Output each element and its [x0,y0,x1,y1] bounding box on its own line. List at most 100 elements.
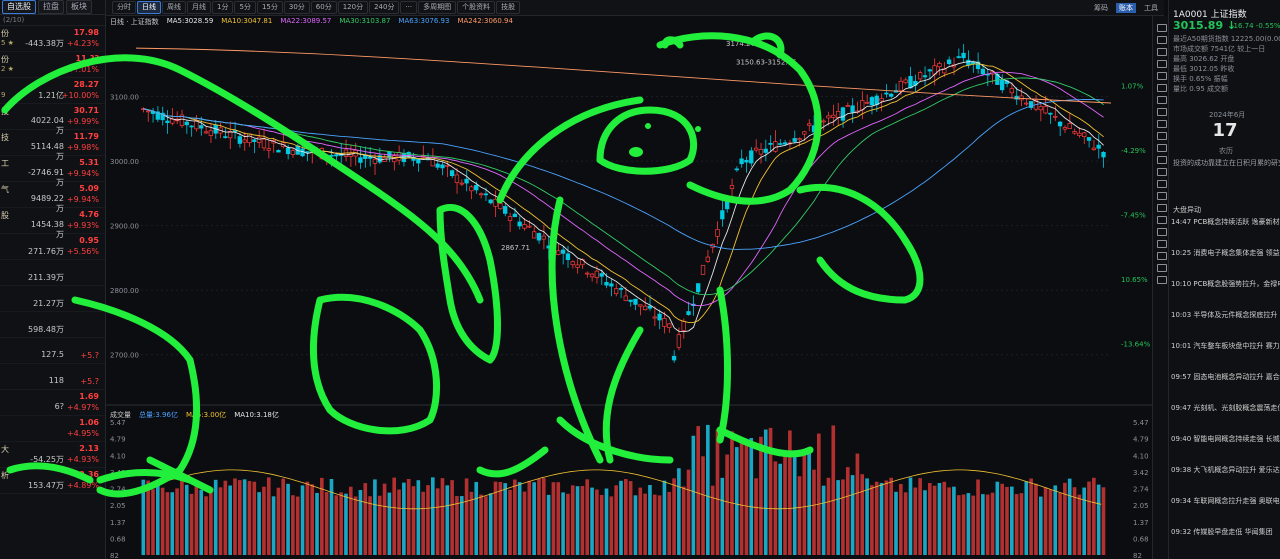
watchlist-row[interactable]: 技 5114.48万 11.79 +9.98% [0,130,105,161]
news-item[interactable]: 10:25 消费电子概念集体走强 领益智造 [1171,249,1280,257]
period-button-2[interactable]: 周线 [162,1,186,14]
sidebar-tool-icon[interactable] [1157,72,1167,80]
toolbar-right-button-1[interactable]: 账本 [1116,3,1136,13]
stock-change-pct: +5.56% [66,247,99,256]
candle-body [864,101,870,104]
sidebar-tool-icon[interactable] [1157,240,1167,248]
sidebar-tool-icon[interactable] [1157,108,1167,116]
news-item[interactable]: 14:47 PCB概念持续活跃 逸豪新材20cm [1171,218,1280,226]
volume-bar [199,489,204,555]
watchlist-row[interactable]: 598.48万 [0,312,105,338]
period-button-13[interactable]: 个股资料 [457,1,496,14]
sidebar-tool-icon[interactable] [1157,24,1167,32]
candle-body [488,199,493,204]
volume-bar [754,478,758,555]
volume-bar [812,469,816,555]
watchlist-row[interactable]: 6? 1.69 +4.97% [0,390,105,416]
news-item[interactable]: 09:34 车联网概念拉升走强 奥联电子 [1171,497,1280,505]
sidebar-tool-icon[interactable] [1157,276,1167,284]
sidebar-tool-icon[interactable] [1157,84,1167,92]
candle-body [676,334,682,348]
watchlist-row[interactable]: 21.27万 [0,286,105,312]
candle-body [290,150,296,155]
sidebar-tool-icon[interactable] [1157,264,1167,272]
period-button-3[interactable]: 月线 [187,1,211,14]
stock-price: 2.36 [79,470,99,479]
sidebar-tool-icon[interactable] [1157,96,1167,104]
price-tick: 3000.00 [110,158,139,166]
period-button-8[interactable]: 60分 [310,1,337,14]
watchlist-tab-1[interactable]: 拉盘 [38,0,64,14]
sidebar-tool-icon[interactable] [1157,120,1167,128]
period-button-0[interactable]: 分时 [112,1,136,14]
toolbar-right-button-0[interactable]: 筹码 [1094,4,1108,12]
period-button-10[interactable]: 240分 [369,1,400,14]
volume-bar [450,480,454,555]
volume-bar [175,488,179,555]
period-button-14[interactable]: 技股 [496,1,521,14]
watchlist-row[interactable]: 大 -54.25万 2.13 +4.93% [0,442,105,468]
sidebar-tool-icon[interactable] [1157,192,1167,200]
watchlist-tab-2[interactable]: 板块 [66,0,92,14]
watchlist-row[interactable]: 气 9489.22万 5.09 +9.94% [0,182,105,213]
toolbar-right-button-2[interactable]: 工具 [1144,4,1158,12]
period-button-1[interactable]: 日线 [137,1,161,14]
sidebar-tool-icon[interactable] [1157,144,1167,152]
volume-bar [845,467,850,555]
volume-bar [209,491,213,555]
candle-body [145,110,151,113]
period-button-12[interactable]: 多周期图 [418,1,457,14]
period-button-9[interactable]: 120分 [337,1,369,14]
news-item[interactable]: 09:47 光刻机、光刻胶概念震荡走低 [1171,404,1280,412]
period-button-5[interactable]: 5分 [234,1,256,14]
sidebar-tool-icon[interactable] [1157,216,1167,224]
stock-name: 技 [1,133,9,142]
watchlist-row[interactable]: 股 1454.38万 4.76 +9.93% [0,208,105,239]
sidebar-tool-icon[interactable] [1157,156,1167,164]
news-item[interactable]: 09:40 智能电网概念持续走强 长城电 [1171,435,1280,443]
candle-body [715,229,720,237]
news-item[interactable]: 09:57 固态电池概念异动拉升 嘉合科技 [1171,373,1280,381]
candle-body [768,142,773,145]
sidebar-tool-icon[interactable] [1157,36,1167,44]
sidebar-tool-icon[interactable] [1157,228,1167,236]
watchlist-row[interactable]: 271.76万 0.95 +5.56% [0,234,105,260]
news-item[interactable]: 09:38 大飞机概念异动拉升 爱乐达涨 [1171,466,1280,474]
sidebar-tool-icon[interactable] [1157,204,1167,212]
volume-bar [759,436,763,555]
watchlist-row[interactable]: 技 4022.04万 30.71 +9.99% [0,104,105,135]
sidebar-tool-icon[interactable] [1157,132,1167,140]
volume-bar [720,477,725,555]
volume-bar [768,427,773,555]
news-item[interactable]: 09:32 传媒股早盘走低 华闻集团 [1171,528,1273,536]
sidebar-tool-icon[interactable] [1157,180,1167,188]
watchlist-row[interactable]: 9 1.21亿 28.27 +10.00% [0,78,105,104]
candle-body [662,318,667,327]
sidebar-tool-icon[interactable] [1157,48,1167,56]
sidebar-tool-icon[interactable] [1157,60,1167,68]
news-item[interactable]: 10:03 半导体及元件概念探底拉升 东 [1171,311,1280,319]
period-button-4[interactable]: 1分 [212,1,234,14]
watchlist-row[interactable]: 工 -2746.91万 5.31 +9.94% [0,156,105,187]
news-item[interactable]: 10:01 汽车整车板块盘中拉升 赛力斯 [1171,342,1280,350]
period-button-7[interactable]: 30分 [283,1,310,14]
candle-body [623,295,628,301]
stock-change-pct: +9.99% [66,117,99,126]
sidebar-tool-icon[interactable] [1157,168,1167,176]
watchlist-tab-0[interactable]: 自选股 [2,0,36,14]
volume-bar [879,482,884,555]
watchlist-row[interactable]: 析 153.47万 2.36 +4.89% [0,468,105,494]
news-item[interactable]: 10:10 PCB概念股强势拉升，金禄电子 [1171,280,1280,288]
volume-bar [932,485,937,555]
candlestick-chart[interactable]: 3100.00 1.07% 3000.00 -4.29% 2900.00 -7.45% 28… [106,27,1152,559]
period-button-6[interactable]: 15分 [256,1,283,14]
watchlist-row[interactable]: 127.5 +5.? [0,338,105,364]
sidebar-tool-icon[interactable] [1157,252,1167,260]
volume-bar [416,480,421,555]
watchlist-row[interactable]: 118 +5.? [0,364,105,390]
period-button-11[interactable]: ··· [400,1,418,14]
watchlist-row[interactable]: 211.39万 [0,260,105,286]
watchlist-row[interactable]: 1.06 +4.95% [0,416,105,442]
